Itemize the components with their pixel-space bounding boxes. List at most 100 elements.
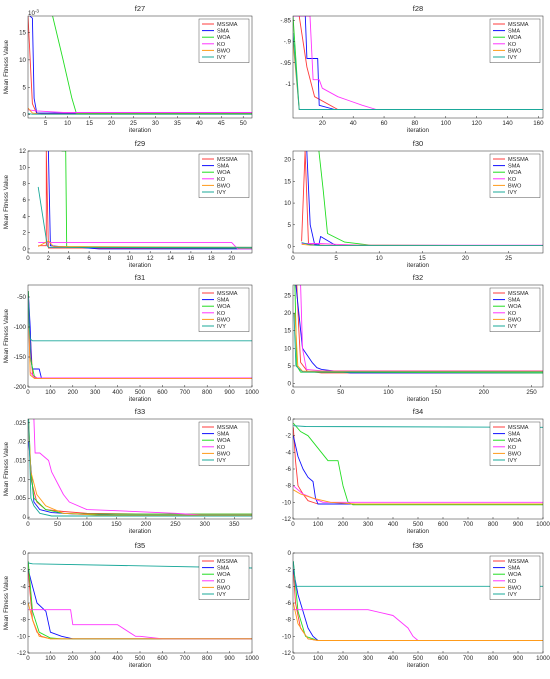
legend-label-KO: KO	[508, 445, 517, 451]
series-group	[37, 151, 252, 250]
legend-label-SMA: SMA	[508, 164, 520, 170]
legend-label-KO: KO	[217, 177, 226, 183]
legend-label-IVY: IVY	[508, 458, 517, 464]
x-tick-label: 400	[388, 521, 399, 528]
axes-box	[27, 150, 253, 254]
x-tick-label: 20	[108, 120, 115, 127]
legend-label-WOA: WOA	[217, 438, 231, 444]
y-tick-label: .01	[17, 476, 26, 483]
x-tick-label: 50	[337, 389, 344, 396]
x-tick-label: 0	[26, 255, 30, 262]
legend-label-SMA: SMA	[508, 566, 520, 572]
y-tick-label: -8	[285, 617, 291, 624]
chart-title: f34	[413, 407, 423, 416]
legend-label-IVY: IVY	[217, 324, 226, 330]
x-tick-label: 300	[90, 655, 101, 662]
chart-title: f33	[135, 407, 145, 416]
legend-label-KO: KO	[217, 311, 226, 317]
legend-label-KO: KO	[508, 311, 517, 317]
x-tick-label: 60	[381, 120, 388, 127]
x-tick-label: 700	[463, 521, 474, 528]
x-tick-label: 400	[112, 655, 123, 662]
y-axis-label: Mean Fitness Value	[3, 39, 10, 94]
y-tick-label: 4	[23, 213, 27, 220]
x-tick-label: 15	[86, 120, 93, 127]
x-tick-label: 250	[526, 389, 537, 396]
series-line-MSSMA	[28, 16, 252, 115]
legend-box	[198, 18, 250, 63]
legend-label-SMA: SMA	[217, 29, 229, 35]
y-tick-label: -100	[14, 324, 27, 331]
series-line-IVY	[28, 296, 252, 342]
chart-title: f36	[413, 541, 423, 550]
y-tick-label: -.95	[280, 60, 291, 67]
x-tick-label: 5	[44, 120, 48, 127]
x-tick-label: 0	[291, 389, 295, 396]
legend-label-IVY: IVY	[508, 190, 517, 196]
y-axis-label: Mean Fitness Value	[3, 174, 10, 229]
x-axis-label: iteration	[129, 396, 152, 403]
y-tick-label: 20	[284, 310, 291, 317]
series-group	[301, 151, 543, 247]
x-tick-label: 100	[313, 655, 324, 662]
x-tick-label: 20	[228, 255, 235, 262]
legend-label-MSSMA: MSSMA	[217, 157, 238, 163]
legend-label-SMA: SMA	[508, 29, 520, 35]
x-tick-label: 400	[388, 655, 399, 662]
legend-label-KO: KO	[217, 42, 226, 48]
series-line-IVY	[28, 113, 252, 115]
x-tick-label: 0	[26, 521, 30, 528]
y-tick-label: 5	[288, 222, 292, 229]
chart-f31: f31 0 100 200 300 400 500 600 700 800 900 1000 -50 -1…	[3, 273, 259, 403]
x-axis-label: iteration	[129, 528, 152, 535]
legend-label-BWO: BWO	[217, 317, 231, 323]
legend-box	[198, 555, 250, 600]
legend-label-WOA: WOA	[508, 35, 522, 41]
series-line-IVY	[301, 242, 543, 247]
legend-label-WOA: WOA	[508, 170, 522, 176]
series-line-MSSMA	[38, 151, 252, 249]
y-tick-label: -6	[285, 600, 291, 607]
y-tick-label: 2	[23, 230, 27, 237]
y-tick-label: 12	[19, 148, 26, 155]
chart-f34: f34 0 100 200 300 400 500 600 700 800 900 1000 0 -2 -4…	[282, 407, 550, 535]
legend-box	[489, 153, 541, 198]
y-exponent-label: 10-3	[28, 9, 39, 18]
series-line-WOA	[52, 16, 252, 114]
legend-label-WOA: WOA	[217, 170, 231, 176]
legend-label-WOA: WOA	[508, 438, 522, 444]
y-tick-label: -4	[285, 583, 291, 590]
series-group	[28, 290, 252, 380]
x-tick-label: 100	[383, 389, 394, 396]
x-tick-label: 6	[87, 255, 91, 262]
y-tick-label: 0	[288, 416, 292, 423]
x-tick-label: 200	[141, 521, 152, 528]
x-tick-label: 2	[47, 255, 51, 262]
y-tick-label: 5	[23, 84, 27, 91]
x-tick-label: 600	[438, 655, 449, 662]
legend-label-MSSMA: MSSMA	[217, 22, 238, 28]
y-tick-label: 0	[288, 380, 292, 387]
x-tick-label: 700	[180, 655, 191, 662]
series-group	[28, 561, 252, 640]
legend-label-WOA: WOA	[217, 572, 231, 578]
x-tick-label: 160	[533, 120, 544, 127]
series-group	[293, 422, 543, 506]
x-tick-label: 400	[112, 389, 123, 396]
axes-box	[292, 284, 544, 388]
x-axis-label: iteration	[129, 262, 152, 269]
legend-label-WOA: WOA	[508, 304, 522, 310]
x-tick-label: 100	[45, 389, 56, 396]
legend-label-BWO: BWO	[217, 451, 231, 457]
x-tick-label: 45	[218, 120, 225, 127]
x-tick-label: 80	[411, 120, 418, 127]
y-tick-label: 15	[19, 29, 26, 36]
legend-label-BWO: BWO	[508, 451, 522, 457]
x-tick-label: 150	[431, 389, 442, 396]
